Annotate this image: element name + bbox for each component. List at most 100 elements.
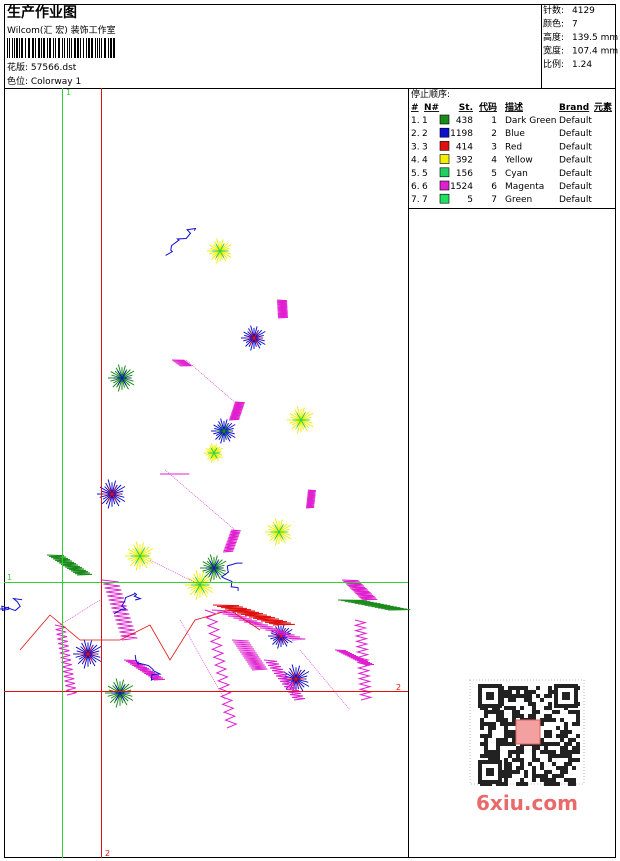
qr-cell bbox=[528, 694, 532, 698]
stitch bbox=[269, 531, 280, 542]
qr-logo bbox=[515, 719, 541, 745]
qr-cell bbox=[512, 714, 516, 718]
stitch bbox=[119, 692, 133, 697]
qr-cell bbox=[556, 742, 560, 746]
qr-cell bbox=[488, 722, 492, 726]
qr-cell bbox=[560, 750, 564, 754]
stitch bbox=[223, 423, 229, 432]
qr-cell bbox=[512, 706, 516, 710]
qr-cell bbox=[544, 730, 548, 734]
qr-cell bbox=[524, 698, 528, 702]
qr-cell bbox=[484, 746, 488, 750]
qr-cell bbox=[516, 714, 520, 718]
jump bbox=[179, 619, 226, 701]
stitch-run bbox=[276, 299, 288, 319]
bar bbox=[67, 38, 68, 58]
stitch bbox=[253, 337, 259, 346]
embroidery-design bbox=[0, 227, 411, 729]
stitch bbox=[289, 413, 302, 421]
qr-finder bbox=[486, 692, 494, 700]
qr-cell bbox=[528, 762, 532, 766]
qr-cell bbox=[568, 742, 572, 746]
qr-cell bbox=[544, 694, 548, 698]
qr-cell bbox=[528, 714, 532, 718]
stitch bbox=[211, 250, 221, 260]
description: Green bbox=[505, 195, 532, 205]
bar bbox=[80, 38, 81, 58]
needle: 6 bbox=[422, 182, 428, 192]
qr-cell bbox=[504, 758, 508, 762]
stitch bbox=[75, 653, 89, 658]
needle: 3 bbox=[422, 142, 428, 152]
qr-cell bbox=[516, 770, 520, 774]
stitch bbox=[117, 370, 123, 379]
stitch bbox=[277, 635, 282, 649]
qr-cell bbox=[576, 758, 580, 762]
needle: 1 bbox=[422, 116, 428, 126]
stitch bbox=[119, 692, 125, 702]
stitch bbox=[250, 337, 255, 351]
stitch bbox=[219, 430, 225, 439]
qr-cell bbox=[556, 774, 560, 778]
qr-cell bbox=[508, 694, 512, 698]
bar bbox=[21, 38, 23, 58]
stop: 7. bbox=[411, 195, 420, 205]
stitch bbox=[300, 419, 313, 424]
qr-cell bbox=[524, 694, 528, 698]
code: 5 bbox=[491, 169, 497, 179]
column-header: # bbox=[411, 103, 419, 113]
bar bbox=[7, 38, 8, 58]
qr-cell bbox=[524, 782, 528, 786]
stitch-run bbox=[134, 654, 162, 681]
qr-cell bbox=[576, 722, 580, 726]
stitch bbox=[135, 555, 141, 571]
qr-finder bbox=[562, 692, 570, 700]
stitch bbox=[139, 552, 152, 557]
stitch bbox=[139, 555, 149, 565]
qr-cell bbox=[576, 718, 580, 722]
stat-value: 7 bbox=[572, 20, 578, 30]
stitch-run bbox=[341, 579, 378, 601]
qr-cell bbox=[536, 710, 540, 714]
bar bbox=[99, 38, 100, 58]
qr-cell bbox=[508, 742, 512, 746]
stitch-run bbox=[211, 609, 306, 641]
qr-cell bbox=[568, 730, 572, 734]
qr-cell bbox=[548, 742, 552, 746]
qr-cell bbox=[496, 738, 500, 742]
bar bbox=[25, 38, 26, 58]
qr-cell bbox=[564, 750, 568, 754]
qr-cell bbox=[488, 754, 492, 758]
column-header: N# bbox=[424, 103, 439, 113]
stitch bbox=[77, 653, 89, 665]
stitch bbox=[223, 419, 228, 432]
qr-cell bbox=[516, 746, 520, 750]
qr-cell bbox=[548, 734, 552, 738]
stop: 5. bbox=[411, 169, 420, 179]
qr-cell bbox=[544, 770, 548, 774]
stitch bbox=[250, 325, 255, 339]
qr-cell bbox=[548, 754, 552, 758]
bar bbox=[12, 38, 13, 58]
stitch bbox=[107, 493, 113, 509]
stitch bbox=[87, 653, 102, 662]
watermark: 6xiu.com bbox=[476, 791, 578, 815]
stitch bbox=[83, 639, 89, 655]
qr-cell bbox=[552, 782, 556, 786]
brand: Default bbox=[559, 182, 592, 192]
qr-cell bbox=[504, 778, 508, 782]
bar bbox=[108, 38, 109, 58]
qr-cell bbox=[508, 734, 512, 738]
stitch bbox=[280, 635, 286, 644]
qr-cell bbox=[504, 726, 508, 730]
qr-cell bbox=[576, 714, 580, 718]
stitch bbox=[135, 541, 141, 557]
stitch bbox=[296, 412, 302, 421]
stitch bbox=[274, 531, 280, 540]
qr-cell bbox=[548, 718, 552, 722]
bar bbox=[28, 38, 30, 58]
qr-cell bbox=[544, 746, 548, 750]
stitch bbox=[210, 452, 215, 459]
stitch bbox=[135, 555, 141, 565]
